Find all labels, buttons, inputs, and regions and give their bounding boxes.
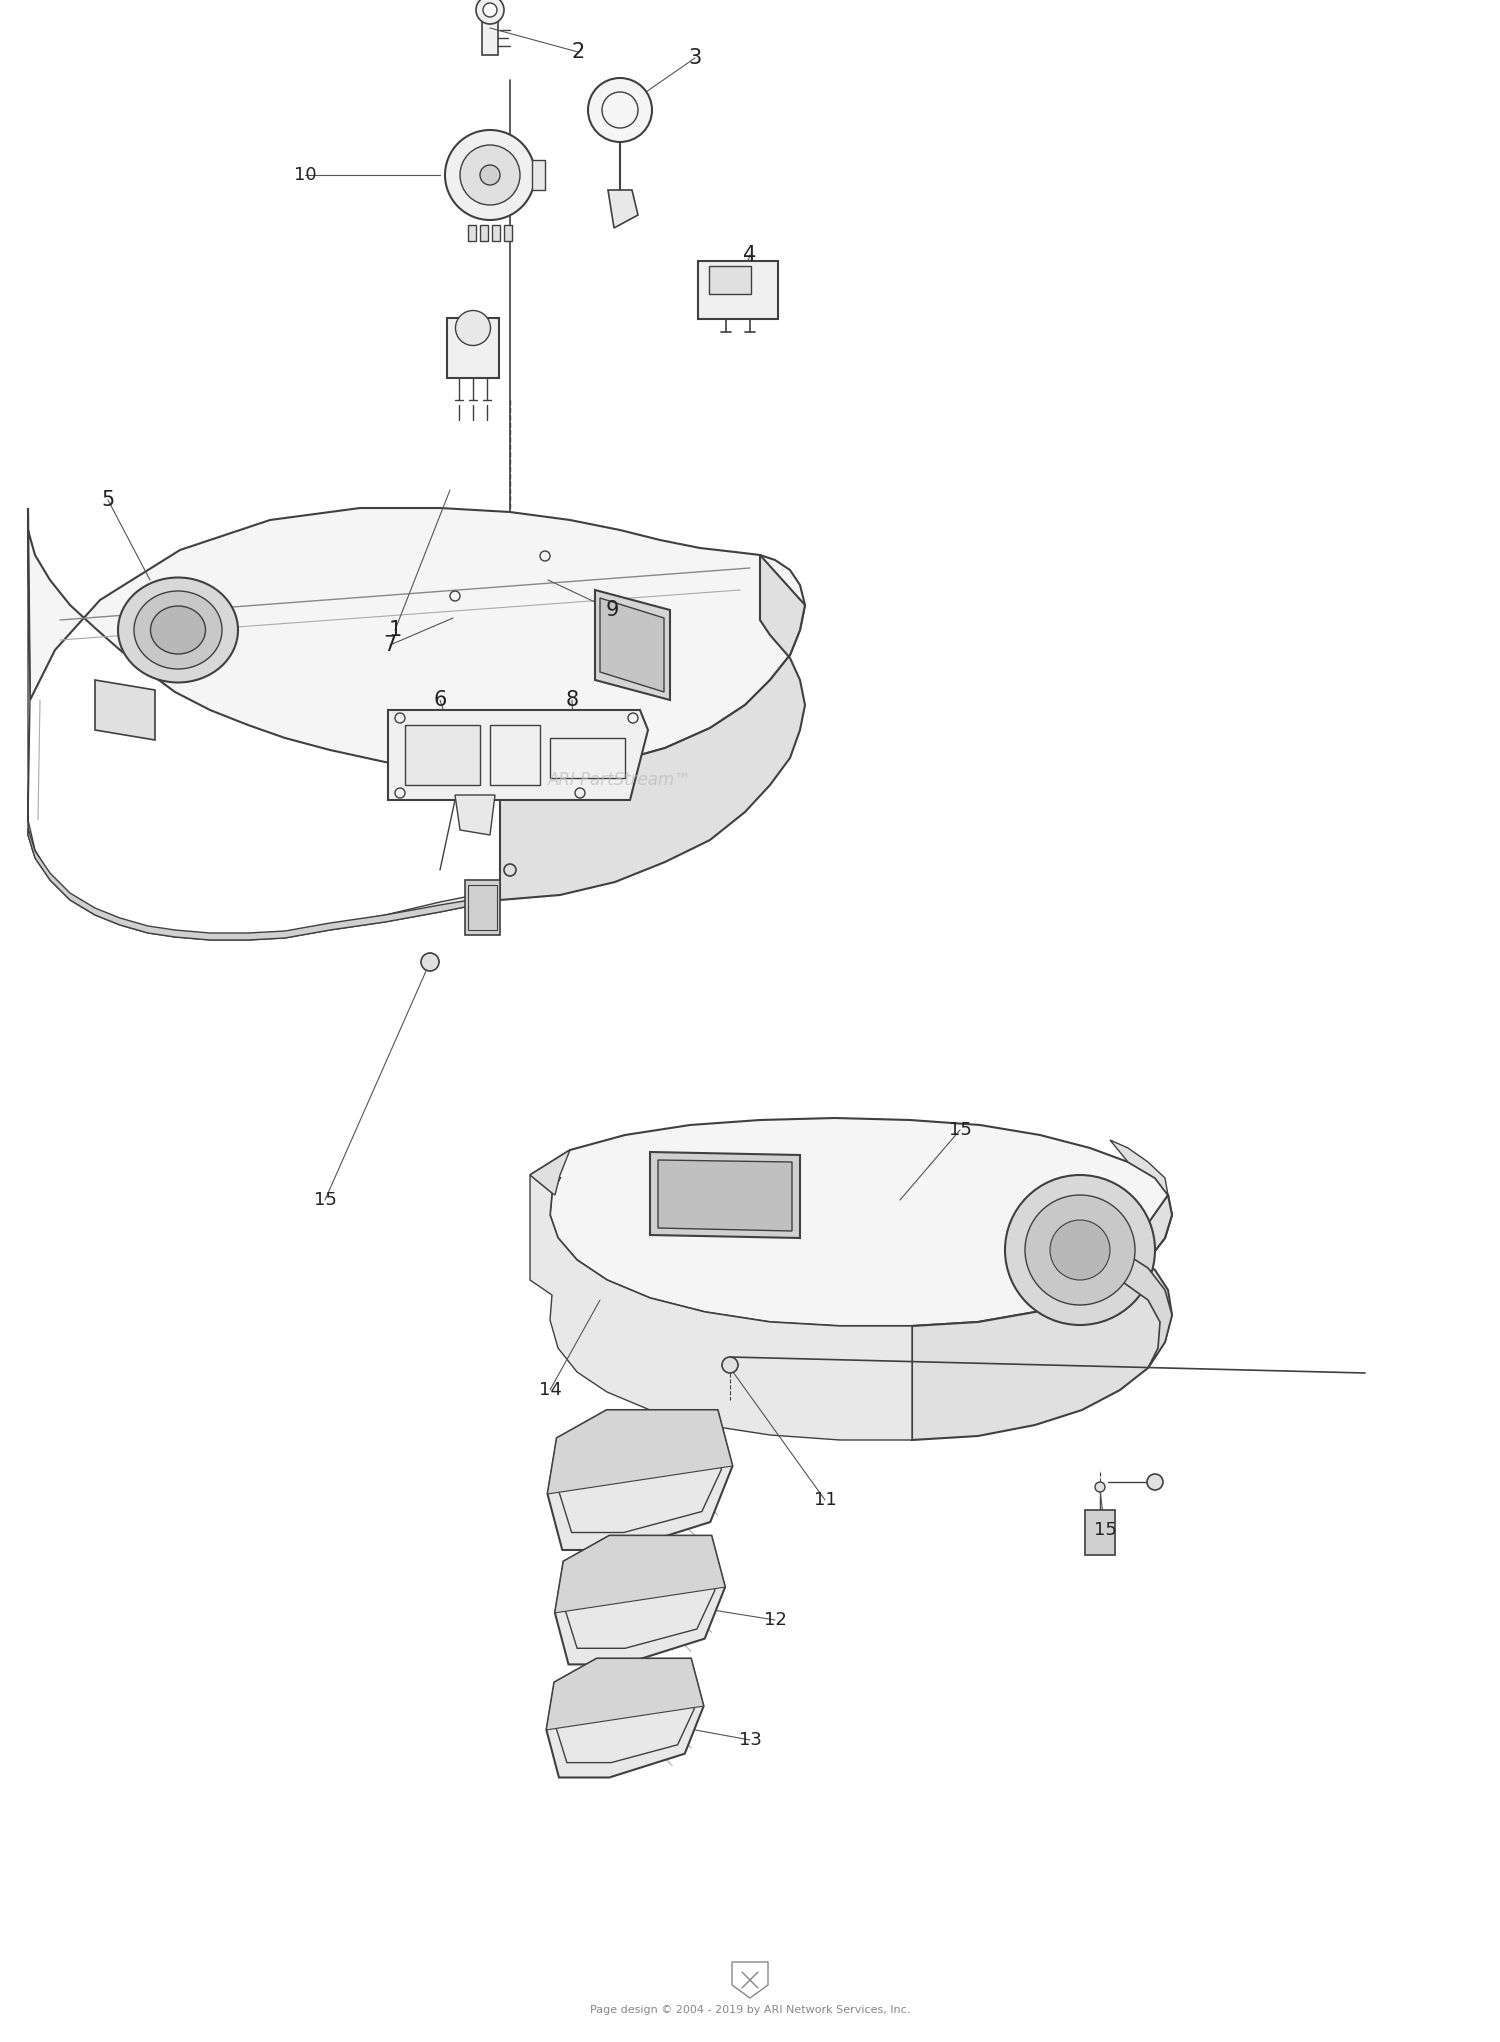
Polygon shape — [1084, 1509, 1114, 1556]
Polygon shape — [608, 190, 638, 229]
Bar — [710, 265, 752, 294]
Bar — [468, 225, 476, 241]
Text: 4: 4 — [744, 245, 756, 265]
Ellipse shape — [446, 131, 536, 221]
Polygon shape — [28, 508, 500, 939]
Polygon shape — [482, 14, 498, 55]
Circle shape — [1024, 1195, 1136, 1305]
Polygon shape — [912, 1195, 1172, 1440]
Polygon shape — [500, 555, 806, 901]
Ellipse shape — [460, 145, 520, 204]
Polygon shape — [28, 508, 806, 772]
Circle shape — [504, 864, 516, 876]
Polygon shape — [530, 1174, 912, 1440]
Bar — [447, 319, 500, 378]
Polygon shape — [650, 1152, 800, 1237]
Ellipse shape — [480, 165, 500, 186]
Polygon shape — [530, 1119, 1172, 1325]
Text: 11: 11 — [813, 1491, 837, 1509]
Polygon shape — [555, 1536, 724, 1664]
Text: 10: 10 — [294, 165, 316, 184]
Text: 12: 12 — [764, 1611, 786, 1630]
Text: Page design © 2004 - 2019 by ARI Network Services, Inc.: Page design © 2004 - 2019 by ARI Network… — [590, 2005, 910, 2015]
Text: 2: 2 — [572, 43, 585, 61]
Circle shape — [588, 78, 652, 143]
Polygon shape — [658, 1160, 792, 1231]
Bar — [480, 225, 488, 241]
Polygon shape — [548, 1409, 732, 1550]
Polygon shape — [555, 1536, 724, 1613]
Polygon shape — [532, 159, 544, 190]
Ellipse shape — [150, 606, 206, 653]
Polygon shape — [405, 725, 480, 784]
Polygon shape — [596, 590, 670, 700]
Text: 7: 7 — [384, 635, 396, 655]
Bar — [492, 225, 500, 241]
Polygon shape — [465, 880, 500, 935]
Circle shape — [483, 2, 496, 16]
Ellipse shape — [118, 578, 238, 682]
Text: 1: 1 — [388, 621, 402, 639]
Bar — [698, 261, 778, 319]
Polygon shape — [1110, 1139, 1168, 1195]
Circle shape — [722, 1358, 738, 1372]
Text: 15: 15 — [314, 1190, 336, 1209]
Polygon shape — [454, 794, 495, 835]
Polygon shape — [28, 827, 500, 939]
Bar — [504, 225, 512, 241]
Text: 15: 15 — [948, 1121, 972, 1139]
Polygon shape — [546, 1658, 704, 1777]
Circle shape — [1095, 1482, 1106, 1493]
Ellipse shape — [134, 590, 222, 670]
Circle shape — [1148, 1474, 1162, 1491]
Text: 3: 3 — [688, 49, 702, 67]
Circle shape — [422, 954, 440, 972]
Circle shape — [1050, 1219, 1110, 1280]
Circle shape — [476, 0, 504, 25]
Polygon shape — [548, 1409, 732, 1495]
Text: 15: 15 — [1094, 1521, 1116, 1540]
Text: 14: 14 — [538, 1380, 561, 1399]
Text: 6: 6 — [433, 690, 447, 711]
Polygon shape — [94, 680, 154, 739]
Text: 9: 9 — [606, 600, 618, 621]
Text: 5: 5 — [102, 490, 114, 510]
Text: 13: 13 — [738, 1732, 762, 1750]
Polygon shape — [1120, 1250, 1172, 1368]
Text: 8: 8 — [566, 690, 579, 711]
Polygon shape — [388, 711, 648, 800]
Ellipse shape — [456, 310, 490, 345]
Text: ARI PartStream™: ARI PartStream™ — [548, 772, 692, 788]
Polygon shape — [546, 1658, 704, 1730]
Polygon shape — [530, 1150, 570, 1195]
Polygon shape — [600, 598, 664, 692]
Circle shape — [1005, 1174, 1155, 1325]
